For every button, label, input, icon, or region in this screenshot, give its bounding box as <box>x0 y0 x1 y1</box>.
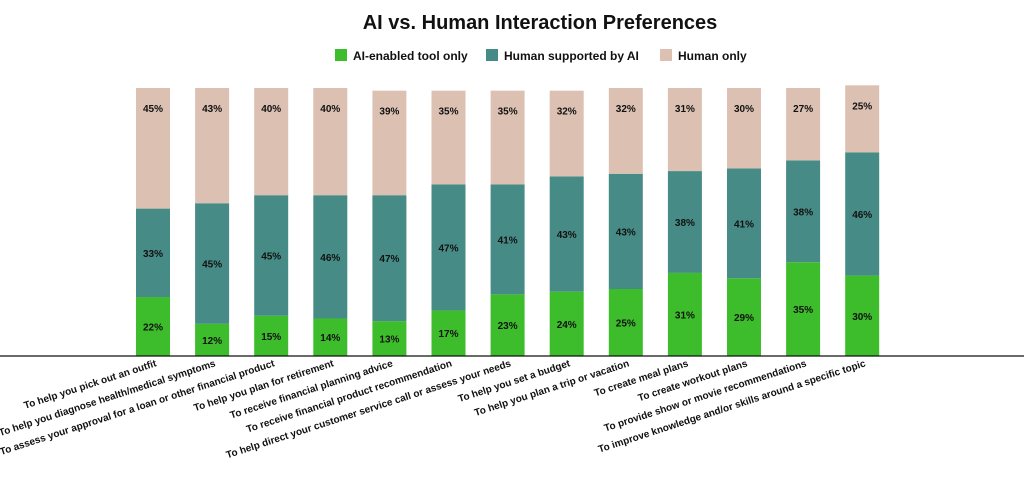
bar-label-ai-enabled-tool-only-12: 35% <box>793 305 813 316</box>
bar-label-human-only-7: 35% <box>498 107 518 118</box>
bar-human-only-13 <box>845 85 880 153</box>
bar-ai-enabled-tool-only-13 <box>845 275 880 356</box>
legend-swatch-ai-enabled-tool-only <box>335 49 347 61</box>
bar-label-human-only-11: 30% <box>734 104 754 115</box>
bar-label-ai-enabled-tool-only-13: 30% <box>852 312 872 323</box>
bar-label-human-only-8: 32% <box>557 107 577 118</box>
bar-label-human-only-12: 27% <box>793 104 813 115</box>
bar-label-ai-enabled-tool-only-4: 14% <box>320 333 340 344</box>
bar-label-human-only-4: 40% <box>320 104 340 115</box>
bar-human-only-10 <box>667 88 702 172</box>
chart-title: AI vs. Human Interaction Preferences <box>363 12 718 34</box>
bar-label-human-only-1: 45% <box>143 104 163 115</box>
bar-label-human-only-3: 40% <box>261 104 281 115</box>
bar-label-ai-enabled-tool-only-1: 22% <box>143 323 163 334</box>
bar-human-only-7 <box>490 90 525 185</box>
bars-group: 22% 33% 45% 12% 45% 43% 15% 45% 40% 14% 46% 40% 13% 4… <box>136 85 880 356</box>
bar-human-supported-by-ai-11 <box>727 168 761 279</box>
legend-label-human-only: Human only <box>678 49 747 63</box>
bar-label-ai-enabled-tool-only-2: 12% <box>202 336 222 347</box>
bar-human-only-8 <box>549 90 584 177</box>
bar-label-ai-enabled-tool-only-3: 15% <box>261 332 281 343</box>
bar-label-human-supported-by-ai-5: 47% <box>379 254 399 265</box>
bar-human-only-5 <box>372 90 407 196</box>
bar-label-human-only-10: 31% <box>675 104 695 115</box>
bar-human-supported-by-ai-2 <box>195 203 230 324</box>
bar-ai-enabled-tool-only-9 <box>608 289 643 356</box>
bar-human-supported-by-ai-1 <box>136 208 170 298</box>
bar-ai-enabled-tool-only-5 <box>372 321 407 356</box>
bar-ai-enabled-tool-only-12 <box>786 262 821 356</box>
bar-label-human-supported-by-ai-4: 46% <box>320 253 340 264</box>
bar-label-human-supported-by-ai-3: 45% <box>261 252 281 263</box>
bar-label-human-supported-by-ai-1: 33% <box>143 249 163 260</box>
bar-label-human-only-13: 25% <box>852 101 872 112</box>
bar-human-only-6 <box>431 90 466 185</box>
bar-label-human-supported-by-ai-2: 45% <box>202 260 222 271</box>
bar-ai-enabled-tool-only-3 <box>254 315 289 356</box>
bar-human-only-11 <box>727 88 761 169</box>
legend-swatch-human-supported-by-ai <box>486 49 498 61</box>
legend-label-human-supported-by-ai: Human supported by AI <box>504 49 639 63</box>
legend-label-ai-enabled-tool-only: AI-enabled tool only <box>353 49 468 63</box>
bar-label-human-supported-by-ai-13: 46% <box>852 210 872 221</box>
legend-swatch-human-only <box>660 49 672 61</box>
chart-legend: AI-enabled tool only Human supported by A… <box>335 49 747 63</box>
bar-human-only-2 <box>195 88 230 204</box>
bar-label-human-supported-by-ai-11: 41% <box>734 219 754 230</box>
bar-label-human-supported-by-ai-10: 38% <box>675 218 695 229</box>
bar-ai-enabled-tool-only-7 <box>490 294 525 356</box>
bar-label-ai-enabled-tool-only-7: 23% <box>498 321 518 332</box>
bar-human-supported-by-ai-4 <box>313 195 348 319</box>
bar-human-only-9 <box>608 88 643 174</box>
bar-ai-enabled-tool-only-10 <box>667 272 702 356</box>
bar-ai-enabled-tool-only-1 <box>136 297 170 356</box>
bar-ai-enabled-tool-only-11 <box>727 278 761 356</box>
bar-ai-enabled-tool-only-4 <box>313 318 348 356</box>
bar-label-ai-enabled-tool-only-9: 25% <box>616 319 636 330</box>
bar-human-supported-by-ai-12 <box>786 160 821 263</box>
bar-human-only-3 <box>254 88 289 196</box>
bar-label-ai-enabled-tool-only-11: 29% <box>734 313 754 324</box>
bar-label-ai-enabled-tool-only-8: 24% <box>557 320 577 331</box>
bar-human-supported-by-ai-10 <box>667 171 702 273</box>
bar-label-human-supported-by-ai-7: 41% <box>498 235 518 246</box>
bar-human-only-12 <box>786 88 821 161</box>
bar-label-ai-enabled-tool-only-5: 13% <box>379 335 399 346</box>
bar-human-supported-by-ai-7 <box>490 184 525 295</box>
bar-ai-enabled-tool-only-8 <box>549 291 584 356</box>
bar-ai-enabled-tool-only-2 <box>195 323 230 356</box>
bar-label-human-supported-by-ai-9: 43% <box>616 227 636 238</box>
bar-human-supported-by-ai-8 <box>549 176 584 292</box>
bar-human-supported-by-ai-9 <box>608 173 643 289</box>
bar-label-human-supported-by-ai-6: 47% <box>438 243 458 254</box>
bar-label-ai-enabled-tool-only-10: 31% <box>675 310 695 321</box>
bar-label-ai-enabled-tool-only-6: 17% <box>438 329 458 340</box>
bar-label-human-supported-by-ai-8: 43% <box>557 230 577 241</box>
bar-label-human-only-2: 43% <box>202 104 222 115</box>
bar-human-only-1 <box>136 88 170 209</box>
bar-human-supported-by-ai-3 <box>254 195 289 316</box>
bar-human-supported-by-ai-5 <box>372 195 407 322</box>
bar-ai-enabled-tool-only-6 <box>431 310 466 356</box>
bar-human-only-4 <box>313 88 348 196</box>
bar-human-supported-by-ai-13 <box>845 152 880 276</box>
bar-human-supported-by-ai-6 <box>431 184 466 311</box>
bar-label-human-only-6: 35% <box>438 107 458 118</box>
bar-label-human-only-9: 32% <box>616 104 636 115</box>
bar-label-human-supported-by-ai-12: 38% <box>793 207 813 218</box>
bar-label-human-only-5: 39% <box>379 107 399 118</box>
